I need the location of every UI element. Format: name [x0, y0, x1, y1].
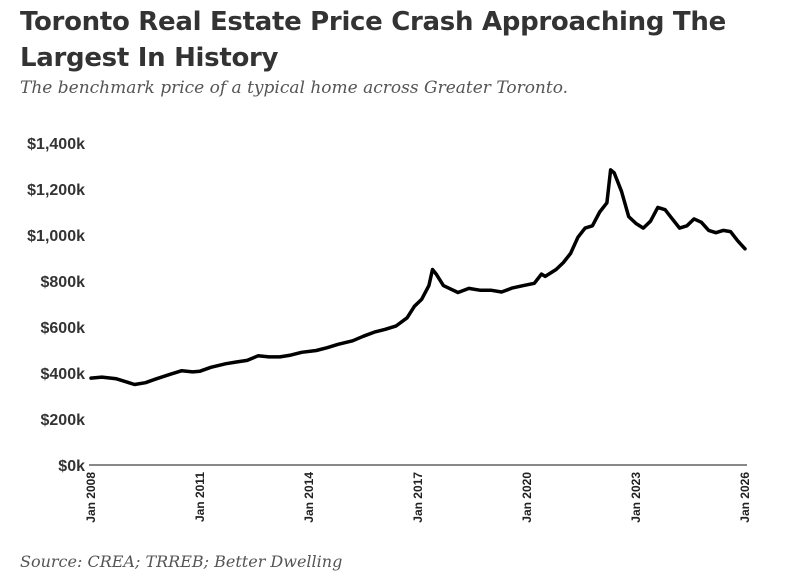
- x-tick-label: Jan 2017: [411, 472, 425, 523]
- x-tick-label: Jan 2026: [738, 472, 752, 523]
- source-note: Source: CREA; TRREB; Better Dwelling: [20, 552, 343, 571]
- chart-subtitle: The benchmark price of a typical home ac…: [20, 78, 569, 98]
- x-tick-label: Jan 2014: [302, 472, 316, 523]
- y-tick-label: $600k: [41, 320, 86, 337]
- chart-title: Toronto Real Estate Price Crash Approach…: [20, 7, 726, 73]
- x-tick-label: Jan 2008: [84, 472, 98, 523]
- x-axis-ticks: Jan 2008 Jan 2011 Jan 2014 Jan 2017 Jan 2020…: [84, 472, 752, 523]
- y-tick-label: $1,000k: [27, 228, 85, 245]
- y-tick-label: $800k: [41, 274, 86, 291]
- y-tick-label: $0k: [58, 458, 85, 475]
- y-tick-label: $200k: [41, 412, 86, 429]
- x-tick-label: Jan 2020: [520, 472, 534, 523]
- y-tick-label: $1,200k: [27, 182, 85, 199]
- y-tick-label: $400k: [41, 366, 86, 383]
- y-tick-label: $1,400k: [27, 136, 85, 153]
- x-tick-label: Jan 2011: [193, 472, 207, 522]
- y-axis-ticks: $0k $200k $400k $600k $800k $1,000k $1,200k $1,…: [27, 136, 85, 475]
- series-line-benchmark-price: [89, 168, 747, 387]
- x-tick-label: Jan 2023: [629, 472, 643, 523]
